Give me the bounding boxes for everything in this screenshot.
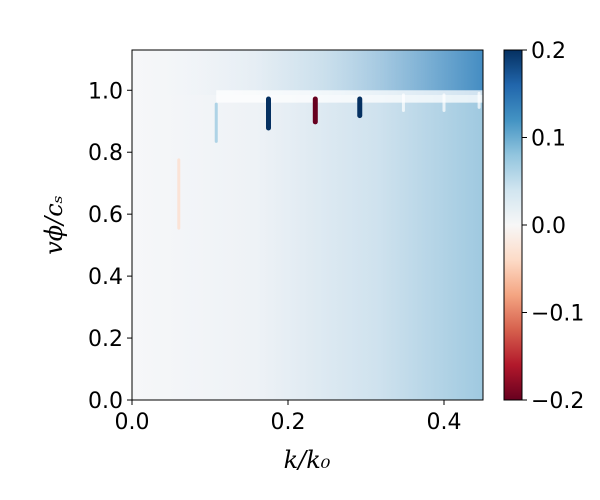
colorbar: 0.2 0.1 0.0 −0.1 −0.2 bbox=[503, 39, 584, 414]
colorbar-tick-label: −0.2 bbox=[531, 389, 584, 414]
y-tick-label: 0.8 bbox=[88, 141, 123, 166]
x-tick-label: 0.2 bbox=[271, 410, 306, 435]
heatmap-feature bbox=[442, 93, 446, 112]
x-axis-label: k/k₀ bbox=[284, 446, 331, 474]
y-tick-label: 0.4 bbox=[88, 265, 123, 290]
plot-area bbox=[132, 50, 483, 400]
heatmap-feature bbox=[214, 102, 218, 143]
y-tick-label: 0.0 bbox=[88, 389, 123, 414]
colorbar-tick-label: 0.1 bbox=[531, 127, 566, 152]
heatmap-feature bbox=[477, 91, 481, 109]
resonance-band bbox=[216, 90, 483, 103]
heatmap-feature bbox=[312, 96, 318, 125]
colorbar-tick-label: 0.2 bbox=[531, 39, 566, 64]
x-tick-label: 0.0 bbox=[115, 410, 150, 435]
heatmap-background bbox=[132, 50, 483, 400]
y-axis-label: vϕ/cₛ bbox=[40, 195, 68, 255]
plot-frame bbox=[131, 49, 484, 401]
y-tick-label: 1.0 bbox=[88, 79, 123, 104]
heatmap-upper-region bbox=[132, 50, 483, 95]
y-axis: 0.0 0.2 0.4 0.6 0.8 1.0 bbox=[88, 79, 132, 414]
x-tick-label: 0.4 bbox=[427, 410, 462, 435]
heatmap-feature bbox=[266, 96, 271, 131]
colorbar-gradient bbox=[503, 49, 523, 401]
heatmap-feature bbox=[357, 96, 363, 119]
heatmap-feature bbox=[401, 93, 405, 112]
colorbar-tick-label: 0.0 bbox=[531, 214, 566, 239]
x-axis: 0.0 0.2 0.4 bbox=[115, 400, 462, 435]
y-tick-label: 0.6 bbox=[88, 203, 123, 228]
heatmap-feature bbox=[177, 158, 181, 230]
y-tick-label: 0.2 bbox=[88, 327, 123, 352]
colorbar-tick-label: −0.1 bbox=[531, 302, 584, 327]
